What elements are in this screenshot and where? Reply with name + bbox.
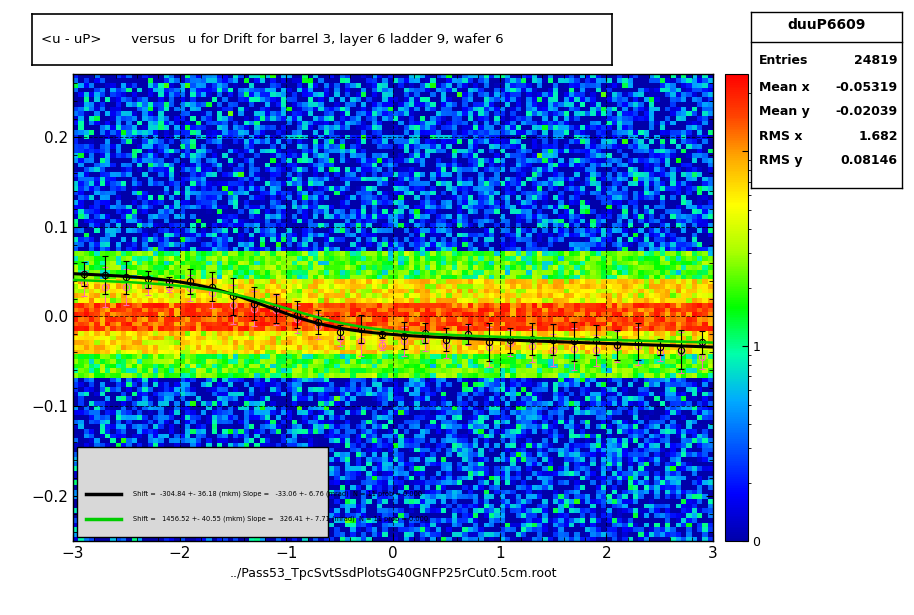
Text: Entries: Entries bbox=[759, 54, 808, 68]
Text: Shift =   1456.52 +- 40.55 (mkm) Slope =   326.41 +- 7.71 (mrad)  N = 11 prob = : Shift = 1456.52 +- 40.55 (mkm) Slope = 3… bbox=[133, 515, 428, 522]
Text: -0.02039: -0.02039 bbox=[835, 105, 898, 118]
Text: RMS y: RMS y bbox=[759, 154, 802, 167]
Text: 1.682: 1.682 bbox=[858, 130, 898, 143]
Text: Mean y: Mean y bbox=[759, 105, 810, 118]
Text: duuP6609: duuP6609 bbox=[788, 18, 866, 31]
Text: -0.05319: -0.05319 bbox=[835, 81, 898, 93]
Text: Mean x: Mean x bbox=[759, 81, 810, 93]
X-axis label: ../Pass53_TpcSvtSsdPlotsG40GNFP25rCut0.5cm.root: ../Pass53_TpcSvtSsdPlotsG40GNFP25rCut0.5… bbox=[229, 566, 557, 579]
Text: Shift =  -304.84 +- 36.18 (mkm) Slope =   -33.06 +- 6.76 (mrad)  N = 11 prob = 0: Shift = -304.84 +- 36.18 (mkm) Slope = -… bbox=[133, 490, 422, 497]
Text: 0.08146: 0.08146 bbox=[841, 154, 898, 167]
Text: 24819: 24819 bbox=[854, 54, 898, 68]
Text: <u - uP>       versus   u for Drift for barrel 3, layer 6 ladder 9, wafer 6: <u - uP> versus u for Drift for barrel 3… bbox=[41, 33, 504, 46]
Bar bbox=[78, 447, 328, 537]
Text: RMS x: RMS x bbox=[759, 130, 802, 143]
